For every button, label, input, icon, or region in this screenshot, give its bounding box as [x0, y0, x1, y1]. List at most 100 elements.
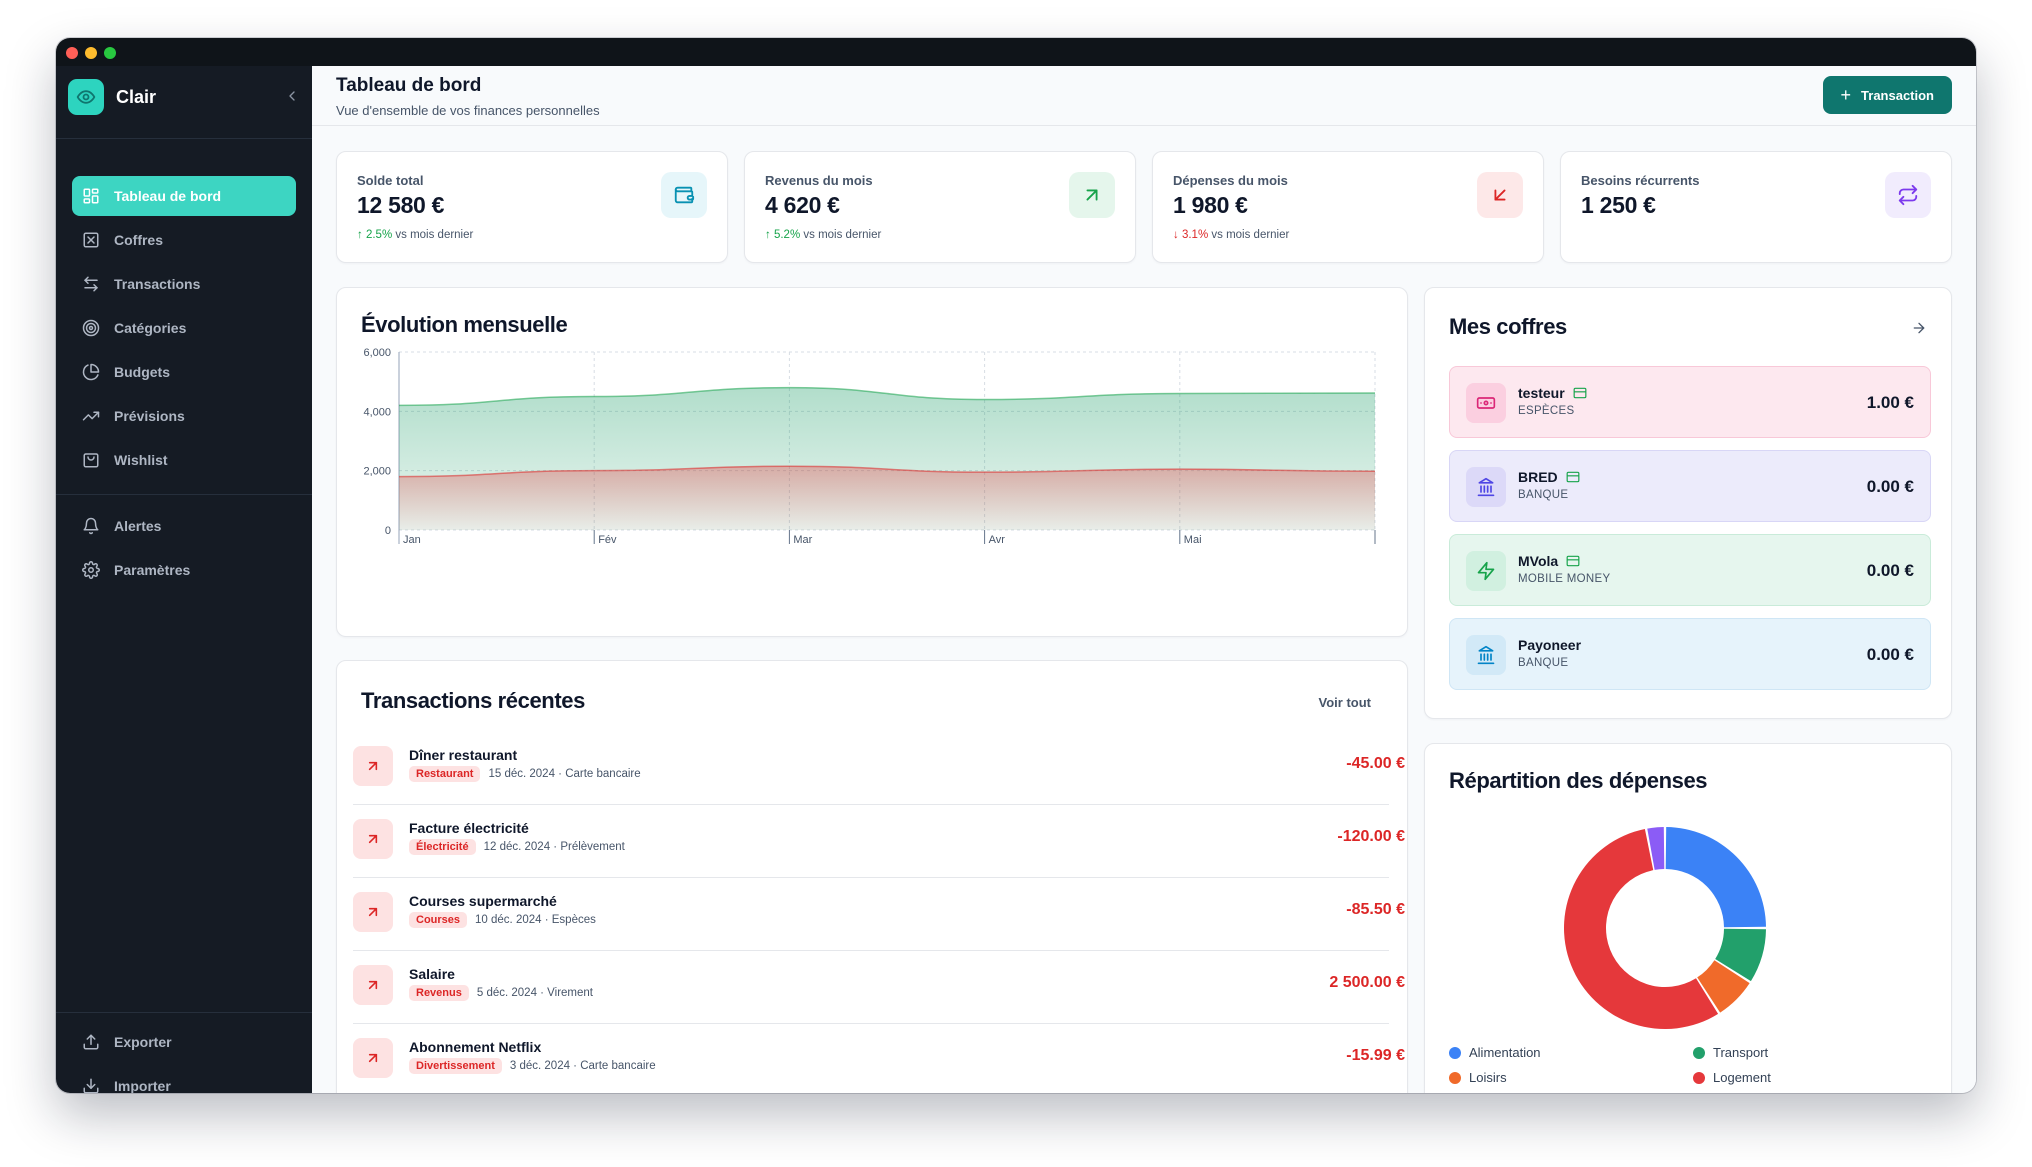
transaction-row[interactable]: Courses supermarché Courses 10 déc. 2024 …: [353, 878, 1405, 951]
legend-dot: [1693, 1046, 1705, 1059]
close-window-button[interactable]: [66, 47, 78, 59]
shopping-bag-icon: [83, 453, 99, 468]
sidebar-item-coffres[interactable]: Coffres: [72, 220, 296, 260]
vault-item[interactable]: Payoneer BANQUE 0.00 €: [1449, 618, 1931, 690]
sidebar-item-label: Budgets: [114, 364, 170, 380]
pie-chart-icon: [82, 363, 100, 381]
donut-slice[interactable]: [1665, 827, 1766, 928]
donut-slice[interactable]: [1564, 829, 1719, 1029]
card-icon: [1566, 471, 1580, 483]
sidebar-item-tableau-de-bord[interactable]: Tableau de bord: [72, 176, 296, 216]
sidebar-item-categories[interactable]: Catégories: [72, 308, 296, 348]
evolution-chart: 0 2,000 4,000 6,000 Jan Fév Mar Avr Mai: [363, 347, 1376, 546]
minimize-window-button[interactable]: [85, 47, 97, 59]
sidebar-item-previsions[interactable]: Prévisions: [72, 396, 296, 436]
sidebar-item-budgets[interactable]: Budgets: [72, 352, 296, 392]
vault-name: Payoneer: [1518, 637, 1581, 653]
legend-label: Loisirs: [1469, 1070, 1507, 1085]
maximize-window-button[interactable]: [104, 47, 116, 59]
vault-type: BANQUE: [1518, 489, 1569, 501]
chevron-left-icon[interactable]: [284, 88, 300, 104]
arrow-up-right-icon: [353, 965, 393, 1005]
bank-icon: [1466, 635, 1506, 675]
vault-item[interactable]: MVola MOBILE MONEY 0.00 €: [1449, 534, 1931, 606]
y-tick-label: 4,000: [363, 406, 391, 418]
legend-logement: Logement: [1693, 1070, 1771, 1085]
category-tag: Courses: [409, 912, 468, 928]
transaction-row[interactable]: Salaire Revenus 5 déc. 2024 · Virement 2 …: [353, 951, 1405, 1024]
stat-card-solde-total: Solde total 12 580 € ↑ 2.5% vs mois dern…: [336, 151, 728, 263]
bell-icon: [83, 517, 99, 535]
series-line: [398, 465, 1376, 478]
arrows-left-right-icon: [84, 276, 98, 292]
y-tick-label: 2,000: [363, 466, 391, 478]
transaction-row[interactable]: Facture électricité Électricité 12 déc. 2…: [353, 805, 1405, 878]
category-tag: Électricité: [409, 839, 476, 855]
transaction-details: 10 déc. 2024 · Espèces: [475, 914, 596, 926]
sidebar-item-transactions[interactable]: Transactions: [72, 264, 296, 304]
donut-slice[interactable]: [1647, 827, 1665, 870]
sidebar-item-importer[interactable]: Importer: [72, 1066, 296, 1093]
legend-dot: [1449, 1046, 1461, 1059]
x-tick-label: Avr: [989, 534, 1006, 546]
y-tick-label: 6,000: [363, 347, 391, 359]
row-divider: [353, 950, 1389, 951]
series-line: [398, 386, 1376, 407]
vault-type: ESPÈCES: [1518, 405, 1575, 417]
vault-item[interactable]: testeur ESPÈCES 1.00 €: [1449, 366, 1931, 438]
legend-dot: [1449, 1071, 1461, 1084]
donut-slice[interactable]: [1697, 960, 1750, 1013]
plus-icon: +: [1840, 84, 1852, 105]
layout-grid-icon: [83, 188, 99, 204]
vault-name: MVola: [1518, 553, 1580, 569]
vault-type: BANQUE: [1518, 657, 1569, 669]
wallet-icon: [661, 172, 707, 218]
x-tick-label: Mai: [1184, 534, 1202, 546]
app-window: Clair Tableau de bord Coffres Transactio…: [56, 38, 1976, 1093]
transaction-details: 5 déc. 2024 · Virement: [476, 987, 593, 999]
see-all-link[interactable]: Voir tout: [1318, 695, 1371, 710]
download-icon: [83, 1078, 99, 1093]
transaction-amount: -120.00 €: [1337, 828, 1405, 845]
transaction-details: 12 déc. 2024 · Prélèvement: [483, 841, 625, 853]
transaction-meta: Électricité 12 déc. 2024 · Prélèvement: [409, 839, 625, 855]
vault-item[interactable]: BRED BANQUE 0.00 €: [1449, 450, 1931, 522]
vault-icon: [83, 232, 99, 248]
add-transaction-button[interactable]: + Transaction: [1822, 76, 1952, 114]
row-divider: [353, 877, 1389, 878]
series-area: [399, 466, 1375, 530]
transaction-row[interactable]: Dîner restaurant Restaurant 15 déc. 2024 …: [353, 732, 1405, 805]
add-transaction-label: Transaction: [1861, 87, 1934, 103]
transaction-meta: Divertissement 3 déc. 2024 · Carte bancai…: [409, 1058, 656, 1074]
sidebar-item-exporter[interactable]: Exporter: [72, 1022, 296, 1062]
transaction-name: Abonnement Netflix: [409, 1039, 542, 1055]
app-name: Clair: [116, 86, 157, 107]
card-icon: [1566, 555, 1580, 567]
stat-trend: ↑ 5.2% vs mois dernier: [765, 229, 881, 241]
sidebar-item-label: Prévisions: [114, 408, 185, 424]
legend-label: Transport: [1713, 1045, 1769, 1060]
trend-percent: 5.2%: [773, 229, 801, 241]
vault-amount: 1.00 €: [1866, 393, 1914, 412]
stat-label: Solde total: [357, 173, 424, 188]
category-tag: Restaurant: [409, 766, 481, 782]
row-divider: [353, 1023, 1389, 1024]
sidebar-item-label: Coffres: [114, 232, 164, 248]
row-divider: [353, 804, 1389, 805]
category-tag: Divertissement: [409, 1058, 502, 1074]
donut-slice[interactable]: [1715, 928, 1766, 982]
upload-icon: [83, 1034, 99, 1050]
sidebar-item-parametres[interactable]: Paramètres: [72, 550, 296, 590]
sidebar-item-wishlist[interactable]: Wishlist: [72, 440, 296, 480]
arrow-right-icon[interactable]: [1911, 320, 1927, 336]
legend-label: Logement: [1713, 1070, 1771, 1085]
y-tick-label: 0: [385, 525, 391, 537]
sidebar-item-alertes[interactable]: Alertes: [72, 506, 296, 546]
transaction-row[interactable]: Abonnement Netflix Divertissement 3 déc. …: [353, 1024, 1405, 1093]
expenses-card: Répartition des dépenses Alimentation Tr…: [1424, 743, 1952, 1093]
evolution-card: Évolution mensuelle 0 2,000 4,000 6,000 Jan F…: [336, 287, 1408, 637]
vault-name-text: MVola: [1518, 553, 1559, 569]
brand[interactable]: Clair: [68, 79, 156, 115]
trend-percent: 2.5%: [365, 229, 393, 241]
sidebar-item-label: Importer: [114, 1078, 171, 1093]
